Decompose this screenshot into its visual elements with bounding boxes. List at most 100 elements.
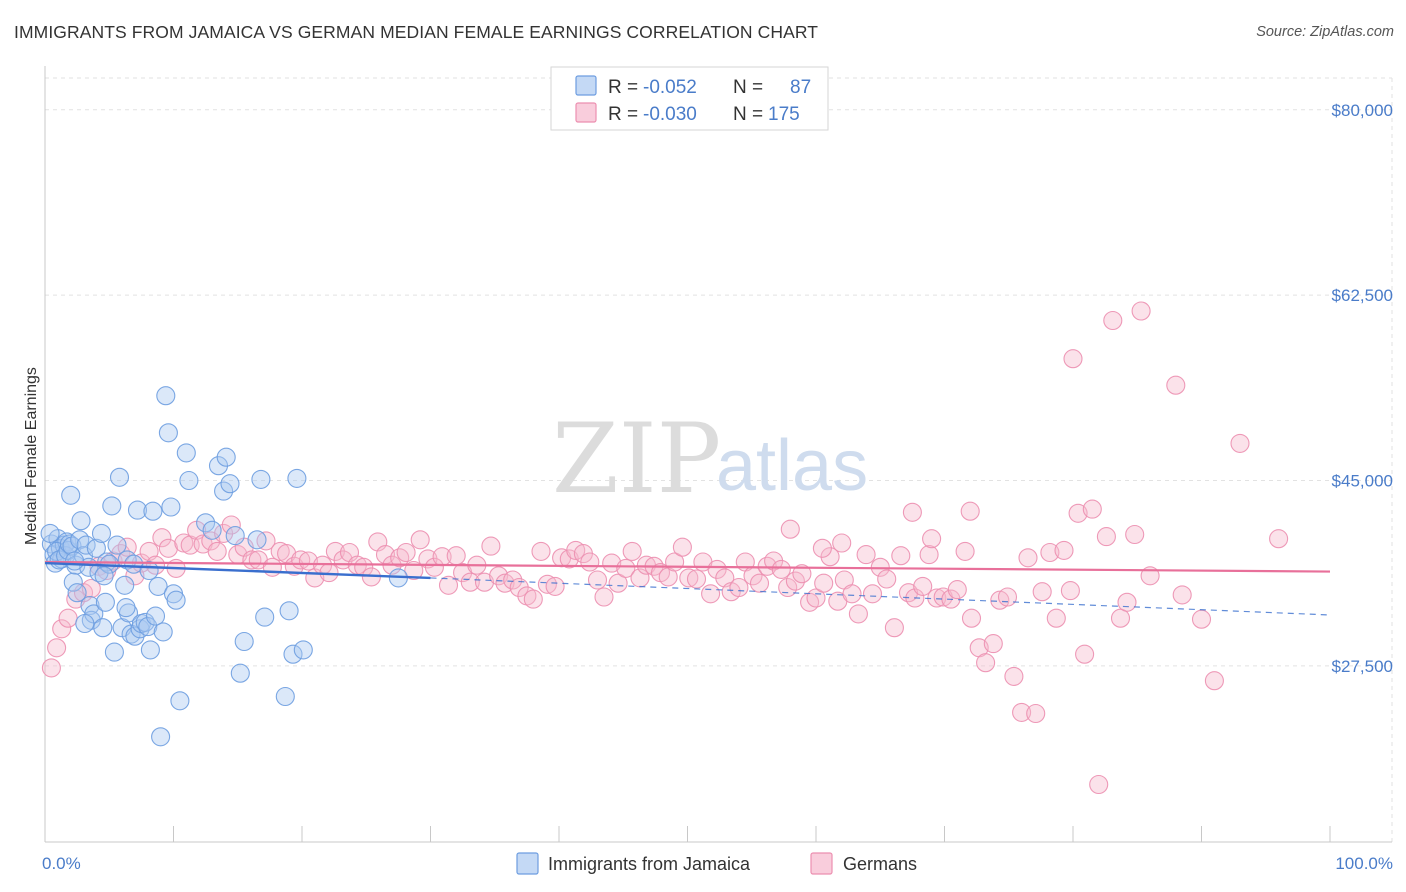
germans-point-143 xyxy=(1046,608,1066,628)
germans-point-140 xyxy=(1026,703,1046,724)
germans-point-2 xyxy=(52,619,72,639)
germans-point-169 xyxy=(922,529,942,549)
jamaica-point-69 xyxy=(220,474,240,494)
germans-point-57 xyxy=(438,575,459,595)
jamaica-point-35 xyxy=(104,642,124,662)
germans-point-145 xyxy=(1060,581,1080,601)
germans-points xyxy=(41,301,1289,795)
germans-point-160 xyxy=(1204,671,1224,691)
germans-point-15 xyxy=(145,555,166,575)
germans-point-159 xyxy=(1191,609,1212,629)
germans-point-90 xyxy=(672,537,692,557)
watermark-zip: ZIP xyxy=(552,403,721,515)
germans-point-72 xyxy=(545,576,565,596)
germans-point-151 xyxy=(1103,310,1123,331)
jamaica-point-64 xyxy=(196,513,216,533)
germans-point-78 xyxy=(587,570,608,590)
germans-point-94 xyxy=(701,584,721,604)
jamaica-point-17 xyxy=(63,572,83,592)
germans-point-114 xyxy=(842,584,862,604)
y-tick-label-1: $45,000 xyxy=(1332,471,1393,490)
tick-labels: $27,500 $45,000 $62,500 $80,000 0.0% 100.0% xyxy=(42,101,1393,873)
jamaica-point-58 xyxy=(161,497,181,517)
germans-point-98 xyxy=(729,577,749,598)
germans-point-62 xyxy=(474,572,495,592)
jamaica-point-79 xyxy=(287,468,307,488)
germans-point-75 xyxy=(566,540,586,560)
germans-point-82 xyxy=(616,558,636,578)
germans-point-71 xyxy=(537,574,557,594)
germans-point-121 xyxy=(891,546,911,566)
germans-point-137 xyxy=(1004,666,1024,686)
germans-point-147 xyxy=(1075,644,1095,664)
jamaica-point-71 xyxy=(230,663,250,683)
jamaica-point-55 xyxy=(153,622,173,642)
germans-point-120 xyxy=(884,618,904,638)
germans-point-64 xyxy=(489,566,509,586)
jamaica-point-20 xyxy=(71,511,91,531)
germans-trend-line xyxy=(44,560,1331,573)
germans-point-130 xyxy=(955,541,975,561)
germans-point-79 xyxy=(594,587,614,607)
jamaica-point-29 xyxy=(91,523,112,543)
germans-point-116 xyxy=(856,545,876,565)
germans-point-70 xyxy=(531,541,551,561)
jamaica-point-70 xyxy=(225,526,245,546)
jamaica-point-61 xyxy=(170,691,190,711)
germans-point-164 xyxy=(1063,349,1083,369)
germans-point-63 xyxy=(481,536,501,556)
jamaica-point-41 xyxy=(118,603,139,623)
germans-point-32 xyxy=(262,557,282,577)
legend-r-value-1: -0.052 xyxy=(643,77,697,98)
jamaica-point-86 xyxy=(65,551,85,571)
germans-point-60 xyxy=(460,572,480,592)
germans-point-83 xyxy=(622,541,642,561)
germans-point-157 xyxy=(1166,375,1186,395)
y-tick-label-2: $62,500 xyxy=(1332,286,1393,305)
jamaica-point-36 xyxy=(107,535,127,555)
jamaica-point-82 xyxy=(139,560,159,581)
germans-point-52 xyxy=(404,560,424,581)
germans-point-158 xyxy=(1172,585,1192,605)
watermark: ZIP atlas xyxy=(552,403,868,515)
germans-point-101 xyxy=(749,573,770,593)
germans-point-141 xyxy=(1032,582,1052,602)
germans-point-107 xyxy=(792,564,812,584)
jamaica-point-49 xyxy=(138,617,158,637)
germans-point-17 xyxy=(158,538,178,558)
jamaica-point-54 xyxy=(151,727,171,747)
germans-point-37 xyxy=(298,551,318,571)
jamaica-trend-line-dashed xyxy=(430,577,1331,616)
y-tick-label-0: $27,500 xyxy=(1332,657,1393,676)
jamaica-point-63 xyxy=(179,470,199,491)
germans-point-150 xyxy=(1096,527,1116,547)
y-axis-label: Median Female Earnings xyxy=(23,367,40,545)
jamaica-point-65 xyxy=(202,520,222,540)
germans-point-55 xyxy=(424,557,444,577)
jamaica-point-73 xyxy=(247,530,267,550)
germans-point-53 xyxy=(410,530,430,550)
jamaica-point-30 xyxy=(93,618,113,638)
germans-point-154 xyxy=(1125,524,1145,545)
jamaica-point-51 xyxy=(143,501,163,521)
germans-point-92 xyxy=(686,569,707,589)
germans-point-148 xyxy=(1082,499,1102,519)
legend-n-value-1: 87 xyxy=(790,77,811,98)
jamaica-point-27 xyxy=(86,538,106,558)
germans-point-168 xyxy=(902,502,922,522)
jamaica-point-80 xyxy=(293,640,313,660)
germans-point-4 xyxy=(66,589,86,609)
germans-point-91 xyxy=(679,568,699,588)
germans-point-142 xyxy=(1040,542,1060,563)
jamaica-points xyxy=(40,386,408,747)
series-legend: Immigrants from Jamaica Germans xyxy=(516,852,917,875)
germans-point-66 xyxy=(503,570,523,590)
jamaica-point-8 xyxy=(40,523,60,543)
germans-point-26 xyxy=(221,515,241,535)
germans-point-162 xyxy=(1269,529,1289,549)
germans-point-135 xyxy=(990,590,1010,610)
legend-swatch-germans xyxy=(575,102,597,123)
germans-point-69 xyxy=(523,589,543,609)
germans-point-51 xyxy=(396,542,416,563)
